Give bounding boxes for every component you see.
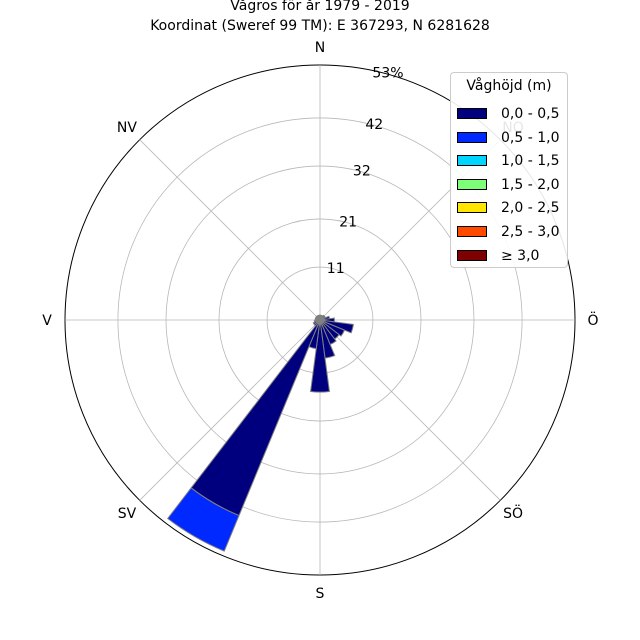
legend-label: 0,0 - 0,5 bbox=[501, 106, 560, 122]
chart-title: Vågros för år 1979 - 2019 bbox=[230, 0, 410, 14]
radial-tick-label: 42 bbox=[365, 117, 383, 133]
legend-swatch bbox=[457, 108, 487, 119]
direction-label-nv: NV bbox=[117, 120, 137, 136]
legend-swatch bbox=[457, 226, 487, 237]
radial-tick-label: 53% bbox=[372, 66, 403, 82]
direction-label-n: N bbox=[315, 40, 325, 56]
legend-label: 0,5 - 1,0 bbox=[501, 129, 560, 146]
legend-swatch bbox=[457, 249, 487, 261]
legend-swatch bbox=[457, 202, 487, 214]
radial-tick-label: 11 bbox=[327, 261, 345, 277]
wedge-210-bin-0 bbox=[190, 319, 321, 517]
direction-label-s: S bbox=[316, 586, 325, 602]
radial-tick-label: 21 bbox=[339, 214, 357, 230]
legend-swatch bbox=[457, 155, 487, 167]
wedge-180-bin-0 bbox=[310, 319, 330, 393]
legend-label: 1,0 - 1,5 bbox=[501, 153, 560, 170]
legend: Våghöjd (m) 0,0 - 0,5 0,5 - 1,0 1,0 - 1,5 1… bbox=[450, 72, 568, 268]
grid-spoke bbox=[139, 319, 321, 501]
legend-label: 2,5 - 3,0 bbox=[501, 224, 560, 240]
legend-label: 2,0 - 2,5 bbox=[501, 200, 560, 217]
legend-swatch bbox=[457, 178, 487, 190]
legend-label: 1,5 - 2,0 bbox=[501, 176, 560, 193]
wedge-345-bin-0 bbox=[317, 314, 321, 321]
wedge-120-bin-0 bbox=[319, 319, 346, 337]
legend-label: ≥ 3,0 bbox=[501, 247, 540, 264]
chart-subtitle: Koordinat (Sweref 99 TM): E 367293, N 62… bbox=[150, 18, 490, 34]
legend-swatch bbox=[457, 131, 487, 143]
legend-title: Våghöjd (m) bbox=[466, 78, 552, 94]
direction-label-sv: SV bbox=[118, 506, 137, 522]
grid-spoke bbox=[319, 319, 501, 501]
direction-label-v: V bbox=[42, 313, 52, 329]
direction-label-sö: SÖ bbox=[503, 504, 523, 522]
grid-spoke bbox=[139, 139, 321, 321]
wedge-210-bin-1 bbox=[166, 487, 240, 552]
direction-label-ö: Ö bbox=[587, 311, 598, 329]
radial-tick-label: 32 bbox=[353, 163, 371, 179]
